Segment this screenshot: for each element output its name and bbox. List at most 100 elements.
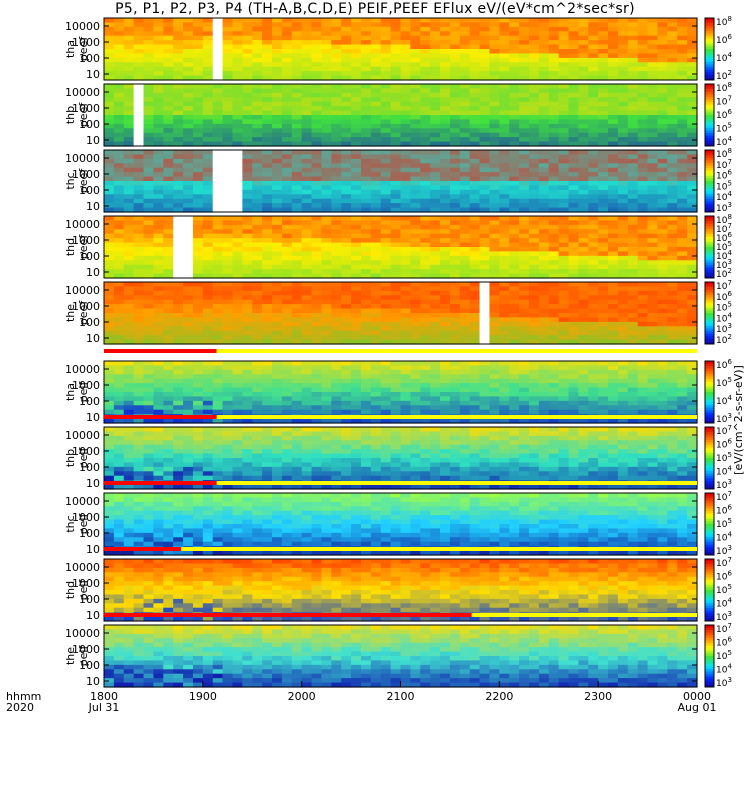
heatmap-cell — [281, 123, 293, 129]
heatmap-cell — [192, 128, 204, 134]
heatmap-cell — [519, 247, 530, 253]
heatmap-cell — [123, 75, 135, 81]
heatmap-cell — [578, 181, 589, 187]
heatmap-cell — [360, 97, 372, 103]
heatmap-cell — [489, 62, 500, 68]
heatmap-cell — [212, 378, 224, 384]
heatmap-cell — [479, 216, 491, 222]
heatmap-cell — [598, 313, 609, 319]
heatmap-cell — [252, 119, 263, 125]
heatmap-cell — [548, 282, 560, 288]
heatmap-cell — [420, 264, 431, 270]
heatmap-cell — [183, 304, 194, 310]
heatmap-cell — [627, 154, 639, 160]
heatmap-cell — [558, 181, 570, 187]
heatmap-cell — [657, 330, 668, 336]
heatmap-cell — [528, 378, 540, 384]
heatmap-cell — [647, 88, 659, 94]
heatmap-cell — [459, 369, 471, 375]
heatmap-cell — [608, 22, 619, 28]
heatmap-cell — [212, 22, 224, 28]
heatmap-cell — [222, 418, 234, 424]
heatmap-cell — [627, 110, 639, 116]
heatmap-cell — [400, 308, 411, 314]
heatmap-cell — [390, 128, 402, 134]
heatmap-cell — [558, 321, 570, 327]
heatmap-cell — [568, 313, 579, 319]
heatmap-cell — [677, 141, 688, 147]
heatmap-cell — [192, 224, 204, 230]
heatmap-cell — [331, 282, 342, 288]
heatmap-cell — [469, 123, 481, 129]
heatmap-cell — [281, 224, 293, 230]
heatmap-cell — [370, 269, 382, 275]
heatmap-cell — [370, 181, 382, 187]
heatmap-cell — [588, 97, 599, 103]
heatmap-cell — [311, 22, 323, 28]
heatmap-cell — [321, 119, 332, 125]
heatmap-cell — [212, 132, 224, 138]
heatmap-cell — [183, 110, 194, 116]
heatmap-cell — [192, 220, 204, 226]
heatmap-cell — [351, 313, 362, 319]
heatmap-cell — [489, 224, 500, 230]
heatmap-cell — [687, 110, 698, 116]
heatmap-cell — [568, 110, 579, 116]
heatmap-cell — [588, 378, 599, 384]
heatmap-cell — [627, 247, 639, 253]
heatmap-cell — [677, 128, 688, 134]
heatmap-cell — [617, 282, 629, 288]
heatmap-cell — [657, 158, 668, 164]
heatmap-cell — [202, 400, 214, 406]
heatmap-cell — [104, 57, 115, 63]
heatmap-cell — [509, 18, 520, 24]
heatmap-cell — [291, 88, 303, 94]
heatmap-cell — [677, 75, 688, 81]
heatmap-cell — [360, 22, 372, 28]
heatmap-cell — [390, 97, 402, 103]
heatmap-cell — [192, 185, 204, 191]
heatmap-cell — [578, 18, 589, 24]
heatmap-cell — [528, 326, 540, 332]
heatmap-cell — [222, 326, 234, 332]
heatmap-cell — [608, 282, 619, 288]
heatmap-cell — [627, 31, 639, 37]
heatmap-cell — [173, 290, 184, 296]
heatmap-cell — [400, 198, 411, 204]
heatmap-cell — [370, 330, 382, 336]
heatmap-cell — [252, 264, 263, 270]
heatmap-cell — [558, 224, 570, 230]
heatmap-cell — [637, 247, 649, 253]
heatmap-cell — [627, 88, 639, 94]
heatmap-cell — [232, 88, 243, 94]
heatmap-cell — [202, 255, 214, 261]
heatmap-cell — [153, 194, 164, 200]
heatmap-cell — [617, 264, 629, 270]
heatmap-cell — [104, 264, 115, 270]
heatmap-cell — [360, 282, 372, 288]
heatmap-cell — [588, 172, 599, 178]
heatmap-cell — [311, 216, 323, 222]
heatmap-cell — [469, 84, 481, 90]
heatmap-cell — [528, 365, 540, 371]
heatmap-cell — [301, 233, 313, 239]
heatmap-cell — [113, 273, 125, 279]
heatmap-cell — [400, 269, 411, 275]
heatmap-cell — [360, 49, 372, 55]
heatmap-cell — [370, 26, 382, 32]
heatmap-cell — [538, 317, 550, 323]
heatmap-cell — [143, 123, 155, 129]
heatmap-cell — [143, 49, 155, 55]
heatmap-cell — [420, 119, 431, 125]
heatmap-cell — [558, 88, 570, 94]
heatmap-cell — [113, 242, 125, 248]
heatmap-cell — [430, 18, 441, 24]
heatmap-cell — [242, 216, 253, 222]
heatmap-cell — [430, 282, 441, 288]
heatmap-cell — [143, 88, 155, 94]
heatmap-cell — [558, 335, 570, 341]
heatmap-cell — [420, 132, 431, 138]
heatmap-cell — [321, 282, 332, 288]
heatmap-cell — [627, 115, 639, 121]
heatmap-cell — [153, 110, 164, 116]
